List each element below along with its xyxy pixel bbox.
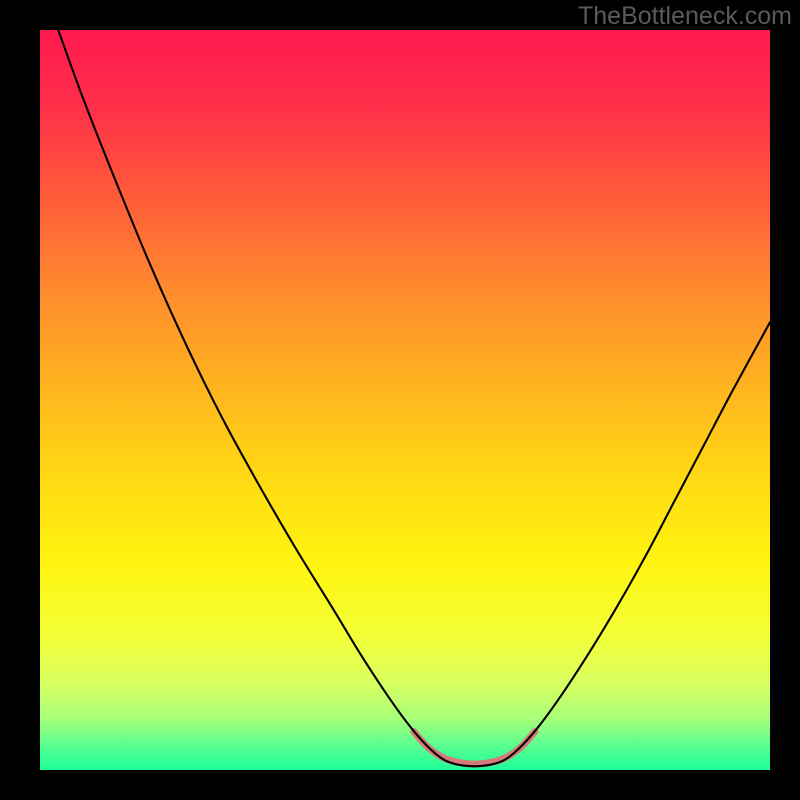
chart-svg xyxy=(0,0,800,800)
bottleneck-chart: TheBottleneck.com xyxy=(0,0,800,800)
plot-background xyxy=(40,30,770,770)
watermark-text: TheBottleneck.com xyxy=(578,2,792,31)
